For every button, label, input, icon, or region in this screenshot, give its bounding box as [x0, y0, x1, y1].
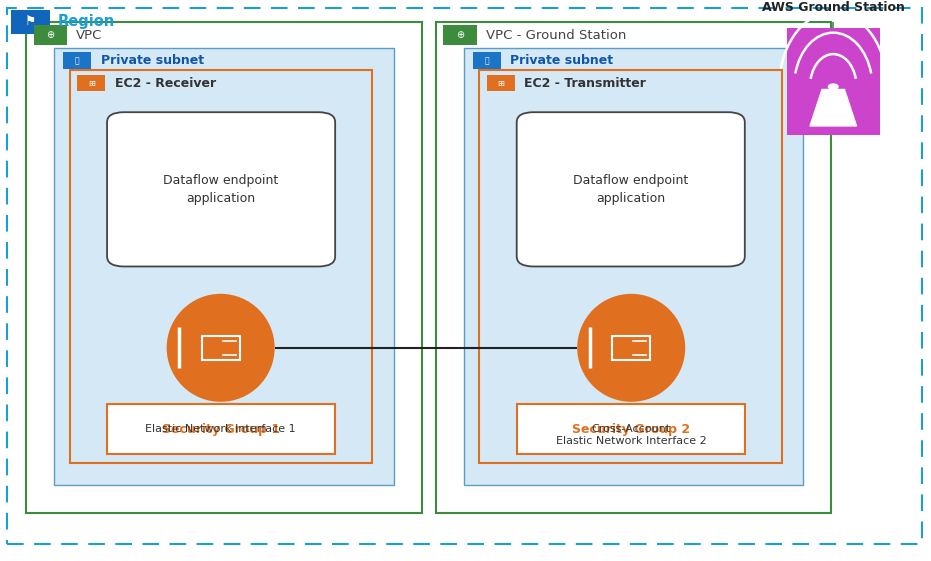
Bar: [34, 25, 67, 45]
Text: Region: Region: [58, 15, 115, 29]
Bar: [487, 75, 515, 91]
Text: Cross-Account
Elastic Network Interface 2: Cross-Account Elastic Network Interface …: [556, 424, 707, 446]
FancyBboxPatch shape: [107, 112, 335, 266]
Bar: [11, 10, 50, 34]
Text: VPC - Ground Station: VPC - Ground Station: [486, 29, 627, 42]
Bar: [107, 404, 335, 454]
Text: ⊞: ⊞: [497, 79, 505, 88]
Bar: [77, 75, 105, 91]
Bar: [202, 335, 239, 360]
Text: Security Group 2: Security Group 2: [572, 422, 690, 436]
Bar: [613, 335, 650, 360]
Text: Private subnet: Private subnet: [510, 54, 614, 67]
Circle shape: [828, 83, 839, 90]
Bar: [70, 70, 372, 463]
Text: ⚑: ⚑: [25, 15, 36, 29]
Bar: [464, 48, 803, 485]
Text: Private subnet: Private subnet: [101, 54, 204, 67]
FancyBboxPatch shape: [517, 112, 745, 266]
Text: 🔒: 🔒: [485, 56, 489, 65]
Text: ⊕: ⊕: [47, 30, 54, 40]
Text: Dataflow endpoint
application: Dataflow endpoint application: [164, 174, 278, 205]
Text: EC2 - Transmitter: EC2 - Transmitter: [524, 76, 646, 90]
Ellipse shape: [577, 294, 685, 402]
Polygon shape: [810, 89, 857, 126]
Bar: [436, 22, 831, 513]
Bar: [26, 22, 422, 513]
Bar: [63, 52, 91, 69]
Bar: [479, 70, 782, 463]
Text: Elastic Network Interface 1: Elastic Network Interface 1: [145, 424, 296, 434]
Text: AWS Ground Station: AWS Ground Station: [762, 1, 905, 14]
Text: Security Group 1: Security Group 1: [162, 422, 280, 436]
Text: ⊕: ⊕: [456, 30, 464, 40]
Ellipse shape: [167, 294, 275, 402]
Bar: [54, 48, 394, 485]
Bar: [443, 25, 477, 45]
Bar: [787, 28, 880, 135]
Text: EC2 - Receiver: EC2 - Receiver: [115, 76, 216, 90]
Text: ⊞: ⊞: [88, 79, 95, 88]
Text: 🔒: 🔒: [75, 56, 79, 65]
Text: Dataflow endpoint
application: Dataflow endpoint application: [573, 174, 688, 205]
Text: VPC: VPC: [76, 29, 102, 42]
Bar: [517, 404, 745, 454]
Bar: [473, 52, 501, 69]
